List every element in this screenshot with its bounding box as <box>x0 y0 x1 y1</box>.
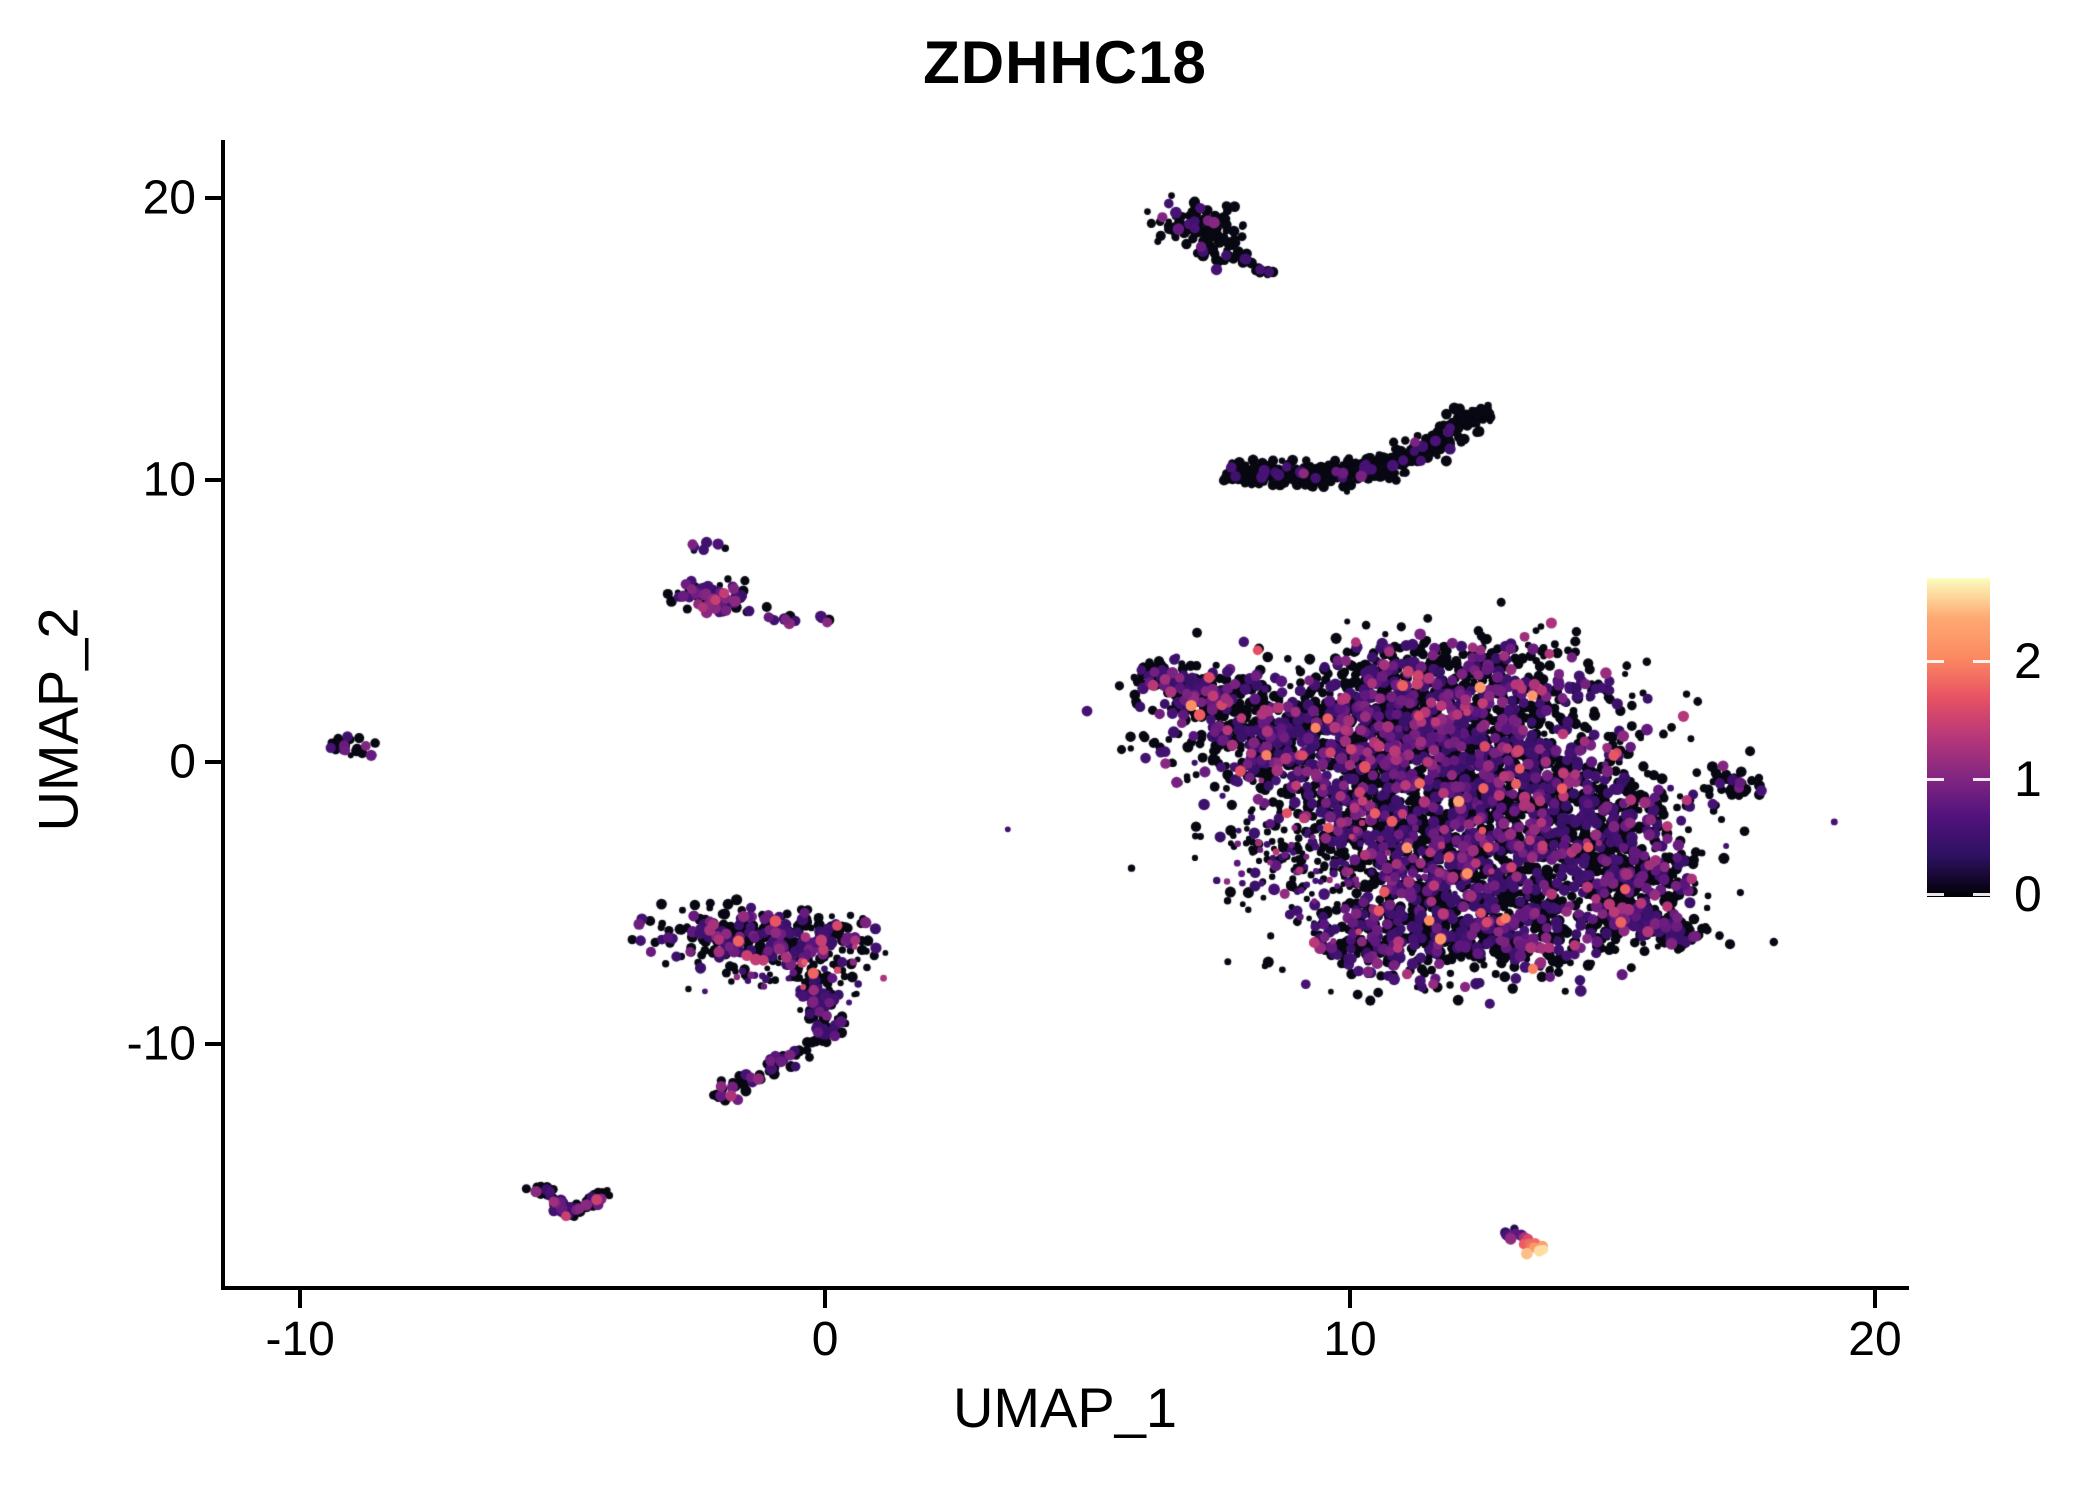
y-tick-mark <box>205 760 221 765</box>
colorbar-tick-mark <box>1973 659 1990 663</box>
x-tick-mark <box>1348 1290 1353 1308</box>
x-tick-mark <box>823 1290 828 1308</box>
x-tick-label: 20 <box>1848 1313 1902 1366</box>
colorbar-gradient <box>1927 578 1990 897</box>
y-tick-label: -10 <box>126 1017 196 1071</box>
colorbar-tick-label: 2 <box>2014 632 2042 689</box>
y-axis-title: UMAP_2 <box>26 607 90 832</box>
x-tick-mark <box>1872 1290 1877 1308</box>
colorbar-tick-mark <box>1927 777 1944 781</box>
y-tick-mark <box>205 196 221 201</box>
colorbar-tick-mark <box>1973 893 1990 896</box>
x-tick-mark <box>298 1290 303 1308</box>
x-axis-title: UMAP_1 <box>952 1376 1178 1439</box>
y-tick-mark <box>205 1042 221 1047</box>
colorbar-tick-mark <box>1927 893 1944 896</box>
colorbar-tick-label: 1 <box>2014 750 2042 807</box>
x-tick-label: 0 <box>811 1313 839 1366</box>
x-axis-line <box>221 1286 1909 1290</box>
y-tick-label: 20 <box>142 171 196 225</box>
x-tick-label: -10 <box>265 1313 335 1366</box>
y-tick-label: 0 <box>169 735 196 789</box>
colorbar-tick-label: 0 <box>2014 866 2042 922</box>
colorbar-tick-mark <box>1927 659 1944 663</box>
x-tick-label: 10 <box>1323 1313 1377 1366</box>
y-axis-line <box>221 140 225 1290</box>
y-tick-label: 10 <box>142 453 196 507</box>
y-tick-mark <box>205 478 221 483</box>
colorbar-tick-mark <box>1973 777 1990 781</box>
